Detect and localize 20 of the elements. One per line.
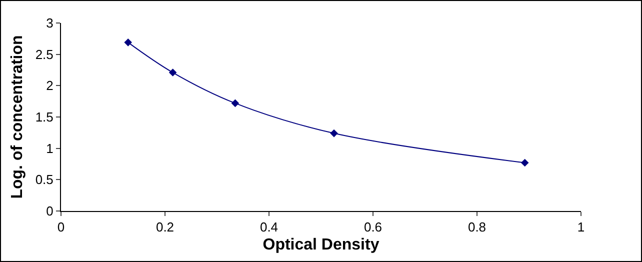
y-tick-label: 2 [46,78,54,94]
y-axis-title: Log. of concentration [9,35,26,199]
point [168,68,177,76]
x-tick-label: 1 [577,220,585,235]
x-tick-label: 0.2 [156,220,174,235]
point [330,129,338,138]
x-axis-title: Optical Density [262,236,380,254]
y-tick-label: 1 [46,140,54,156]
x-tick-label: 0.4 [260,220,278,235]
y-tick-label: 2.5 [35,46,54,62]
point [124,38,132,46]
y-tick-label: 0.5 [35,172,54,188]
y-tick-label: 0 [46,204,54,219]
point [231,99,240,108]
y-tick-label: 3 [46,16,54,31]
y-tick-label: 1.5 [35,110,54,125]
x-tick-label: 0.8 [468,220,486,235]
x-tick-label: 0 [57,220,65,235]
point [520,158,529,167]
x-tick-label: 0.6 [364,220,382,235]
